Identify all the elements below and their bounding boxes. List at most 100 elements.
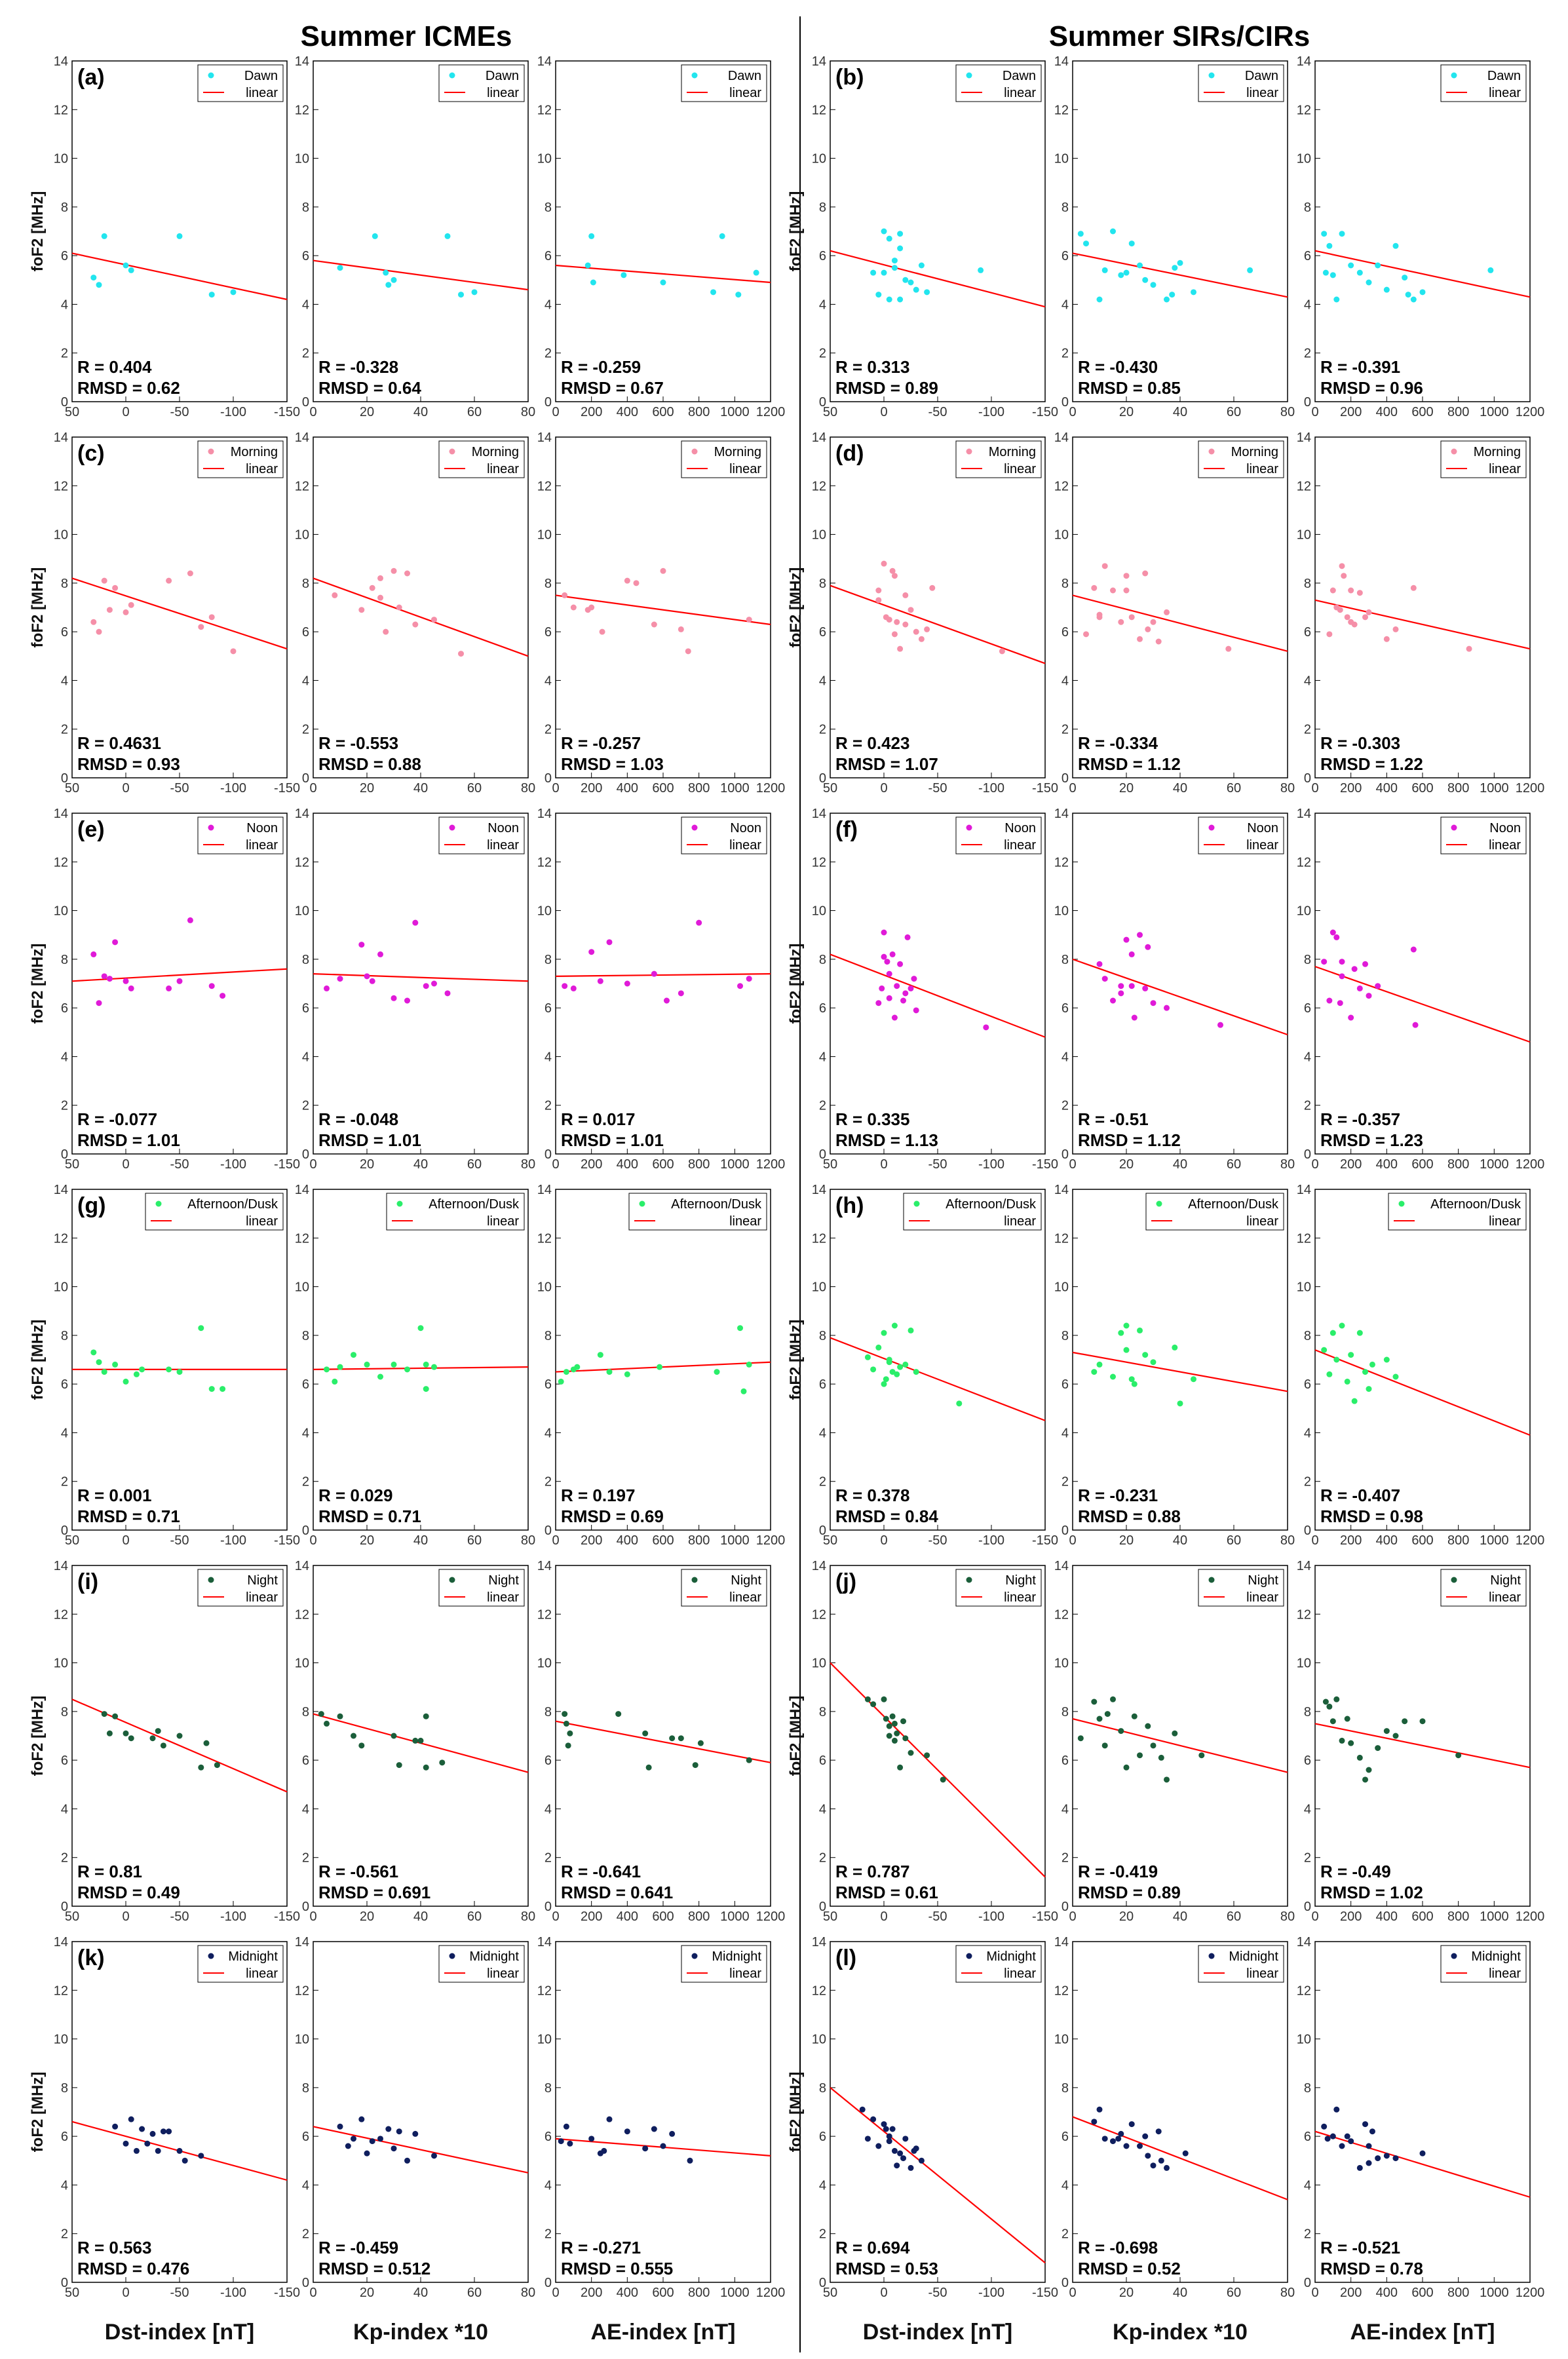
legend-marker — [449, 448, 455, 455]
data-point — [198, 1325, 204, 1332]
panel-1-ICMEs-AE: 0 2 4 6 8 10 12 14 0 200 400 600 800 1000 1200 Morning l… — [537, 431, 786, 796]
data-point — [198, 624, 204, 630]
data-point — [696, 919, 702, 926]
y-tick-label: 12 — [54, 479, 68, 493]
y-tick-label: 12 — [295, 855, 309, 870]
x-tick-label: 0 — [1069, 405, 1076, 419]
data-point — [166, 985, 172, 991]
data-point — [133, 1371, 140, 1377]
data-point — [1172, 265, 1178, 271]
data-point — [133, 2147, 140, 2154]
x-tick-label: -50 — [170, 405, 189, 419]
panel-4-SIRsCIRs-Kp: 0 2 4 6 8 10 12 14 0 20 40 60 80 Night linear R = -0.41… — [1054, 1559, 1295, 1924]
x-tick-label: 20 — [1119, 781, 1134, 796]
data-point — [351, 1352, 356, 1358]
y-tick-label: 14 — [1054, 1559, 1069, 1573]
data-point — [1128, 614, 1135, 621]
x-tick-label: -100 — [978, 1909, 1004, 1924]
y-tick-label: 14 — [54, 807, 68, 821]
y-tick-label: 6 — [302, 249, 309, 263]
y-tick-label: 4 — [61, 674, 68, 688]
data-point — [891, 265, 898, 271]
data-point — [897, 231, 904, 237]
data-point — [1091, 1369, 1098, 1375]
data-point — [1142, 570, 1149, 577]
x-tick-label: -100 — [220, 405, 246, 419]
data-point — [198, 2153, 204, 2159]
y-tick-label: 6 — [1061, 2130, 1069, 2144]
data-point — [1118, 1330, 1124, 1336]
data-point — [1110, 1696, 1116, 1702]
correlation-label: R = -0.271 — [561, 2238, 641, 2257]
legend-marker — [691, 1577, 698, 1583]
y-tick-label: 10 — [295, 1280, 309, 1295]
y-tick-label: 4 — [1304, 1802, 1311, 1816]
data-point — [1128, 983, 1135, 989]
y-tick-label: 10 — [1054, 1657, 1069, 1671]
data-point — [423, 1764, 429, 1771]
rmsd-label: RMSD = 0.555 — [561, 2259, 673, 2278]
x-tick-label: -150 — [1032, 405, 1058, 419]
data-point — [155, 2147, 161, 2154]
data-point — [1326, 1371, 1333, 1377]
y-tick-label: 6 — [61, 1377, 68, 1392]
y-tick-label: 8 — [1304, 577, 1311, 591]
panel-label: (e) — [77, 817, 105, 842]
x-tick-label: 60 — [467, 1533, 482, 1548]
legend-series-label: Night — [247, 1573, 278, 1588]
fit-line — [71, 577, 288, 650]
plot-frame — [555, 1189, 771, 1531]
data-point — [886, 970, 892, 977]
rmsd-label: RMSD = 0.67 — [561, 378, 664, 398]
y-tick-label: 14 — [537, 1559, 552, 1573]
data-point — [208, 292, 215, 298]
x-tick-label: 1200 — [1516, 1533, 1545, 1548]
data-point — [1128, 2121, 1135, 2128]
x-tick-label: 20 — [360, 405, 374, 419]
data-point — [417, 1325, 424, 1332]
data-point — [471, 289, 478, 296]
data-point — [891, 1720, 898, 1727]
x-tick-label: 80 — [521, 405, 535, 419]
data-point — [913, 1369, 919, 1375]
x-tick-label: 0 — [1069, 1909, 1076, 1924]
x-tick-label: 1000 — [720, 781, 750, 796]
x-tick-label: 400 — [1376, 1157, 1398, 1172]
correlation-label: R = 0.197 — [561, 1486, 635, 1505]
data-point — [881, 228, 887, 235]
rmsd-label: RMSD = 0.88 — [318, 754, 421, 774]
legend-series-label: Noon — [1489, 821, 1521, 835]
panel-label: (j) — [835, 1569, 856, 1594]
x-axis-label: Dst-index [nT] — [105, 2320, 255, 2345]
y-tick-label: 6 — [1304, 2130, 1311, 2144]
data-point — [458, 292, 464, 298]
y-tick-label: 10 — [295, 904, 309, 919]
legend-box — [145, 1193, 284, 1231]
legend-box — [955, 1569, 1042, 1607]
y-tick-label: 14 — [54, 1183, 68, 1197]
data-point — [337, 1713, 343, 1719]
correlation-label: R = -0.257 — [561, 733, 641, 753]
data-point — [1392, 626, 1399, 632]
data-point — [1172, 1730, 1178, 1736]
y-tick-label: 2 — [1061, 1099, 1069, 1113]
data-point — [1383, 1356, 1390, 1363]
legend-box — [438, 440, 525, 478]
y-tick-label: 14 — [295, 807, 309, 821]
y-tick-label: 14 — [295, 431, 309, 445]
y-tick-label: 4 — [302, 1426, 309, 1440]
data-point — [1123, 269, 1130, 276]
data-point — [870, 1366, 877, 1373]
y-tick-label: 6 — [61, 1001, 68, 1016]
legend-fit-label: linear — [729, 1214, 761, 1229]
y-tick-label: 6 — [1304, 249, 1311, 263]
data-point — [1351, 1398, 1358, 1404]
y-tick-label: 6 — [545, 1754, 552, 1768]
data-point — [337, 2123, 343, 2130]
data-point — [144, 2140, 151, 2147]
y-tick-label: 14 — [295, 1559, 309, 1573]
legend-box — [1145, 1193, 1284, 1231]
data-point — [112, 2123, 119, 2130]
